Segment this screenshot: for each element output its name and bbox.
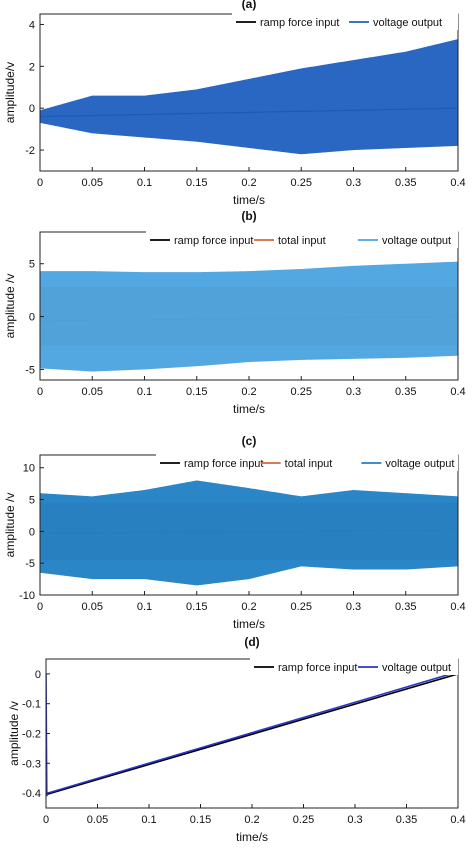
legend-box [146, 231, 458, 248]
y-tick-label: 0 [29, 526, 35, 538]
x-tick-label: 0 [37, 386, 43, 398]
y-tick-label: -2 [25, 145, 35, 157]
x-tick-label: 0.3 [346, 601, 361, 613]
chart-panel-1: (a) 0 0.05 0.1 0.15 0.2 0.25 0.3 0.35 0.4 -2 0 2 4 tim… [3, 0, 466, 207]
x-tick-label: 0.35 [396, 814, 417, 826]
x-tick-label: 0.4 [450, 177, 465, 189]
legend-label: voltage output [385, 458, 454, 470]
y-axis-label: amplitude /v [3, 493, 17, 558]
y-tick-label: 5 [29, 259, 35, 271]
y-tick-label: 2 [29, 61, 35, 73]
x-tick-label: 0.25 [291, 177, 312, 189]
y-tick-label: -0.4 [22, 788, 41, 800]
x-tick-label: 0.25 [293, 814, 314, 826]
x-axis-label: time/s [236, 830, 268, 844]
y-tick-label: 0 [29, 103, 35, 115]
x-tick-label: 0.35 [395, 177, 416, 189]
y-tick-label: -0.3 [22, 758, 41, 770]
series-3-line [40, 261, 458, 372]
x-tick-label: 0.1 [137, 386, 152, 398]
y-tick-label: -0.2 [22, 729, 41, 741]
y-tick-label: -5 [25, 364, 35, 376]
x-tick-label: 0.15 [186, 177, 207, 189]
legend-label: ramp force input [260, 17, 339, 29]
x-tick-label: 0.35 [395, 386, 416, 398]
x-tick-label: 0.2 [241, 177, 256, 189]
legend-box [232, 13, 458, 30]
legend: ramp force input total input voltage outpu… [156, 454, 458, 471]
x-tick-label: 0.4 [450, 601, 465, 613]
legend-label: total input [278, 235, 326, 247]
x-tick-label: 0.05 [87, 814, 108, 826]
y-tick-label: 0 [29, 312, 35, 324]
x-tick-label: 0.15 [190, 814, 211, 826]
legend-label: ramp force input [174, 235, 253, 247]
x-tick-label: 0.4 [450, 814, 465, 826]
x-tick-label: 0.3 [346, 386, 361, 398]
data-layer [40, 480, 458, 586]
y-tick-label: -10 [19, 590, 35, 602]
x-tick-label: 0.2 [241, 601, 256, 613]
data-layer [40, 39, 458, 155]
data-layer [46, 671, 458, 797]
legend-label: ramp force input [278, 662, 357, 674]
y-axis-label: amplitude/v [3, 62, 17, 123]
y-axis-label: amplitude /v [7, 701, 21, 766]
panel-title: (b) [241, 209, 256, 223]
x-tick-label: 0.1 [141, 814, 156, 826]
series-1-line [46, 673, 458, 796]
x-tick-label: 0 [37, 601, 43, 613]
x-tick-label: 0.15 [186, 386, 207, 398]
legend-label: voltage output [382, 662, 451, 674]
x-tick-label: 0.15 [186, 601, 207, 613]
y-axis-label: amplitude /v [3, 274, 17, 339]
x-tick-label: 0.2 [241, 386, 256, 398]
y-tick-label: 4 [29, 19, 35, 31]
x-axis-label: time/s [233, 193, 265, 207]
x-tick-label: 0.3 [347, 814, 362, 826]
legend-box [250, 658, 458, 675]
y-tick-label: 5 [29, 495, 35, 507]
x-tick-label: 0.25 [291, 601, 312, 613]
x-axis-label: time/s [233, 402, 265, 416]
x-tick-label: 0.05 [82, 601, 103, 613]
x-tick-label: 0.05 [82, 177, 103, 189]
panel-title: (c) [242, 434, 257, 448]
x-tick-label: 0.2 [244, 814, 259, 826]
y-tick-label: 0 [35, 669, 41, 681]
legend-label: ramp force input [184, 458, 263, 470]
legend-box [156, 454, 458, 471]
legend-label: total input [285, 458, 333, 470]
x-tick-label: 0.35 [395, 601, 416, 613]
series-3-line [40, 480, 458, 586]
x-tick-label: 0.4 [450, 386, 465, 398]
data-layer [40, 261, 458, 372]
x-axis-label: time/s [233, 617, 265, 631]
legend-label: voltage output [373, 17, 442, 29]
legend: ramp force input total input voltage outpu… [146, 231, 458, 248]
y-tick-label: -5 [25, 558, 35, 570]
chart-panel-2: (b)0 0.05 0.1 0.15 0.2 0.25 0.3 0.35 0.4-505time… [3, 209, 466, 416]
x-tick-label: 0.05 [82, 386, 103, 398]
y-tick-label: -0.1 [22, 699, 41, 711]
x-tick-label: 0 [37, 177, 43, 189]
x-tick-label: 0 [43, 814, 49, 826]
y-tick-label: 10 [23, 463, 35, 475]
x-tick-label: 0.25 [291, 386, 312, 398]
legend: ramp force input voltage output [232, 13, 458, 30]
x-tick-label: 0.3 [346, 177, 361, 189]
x-tick-label: 0.1 [137, 177, 152, 189]
series-2-line [40, 39, 458, 155]
chart-panel-3: (c) 0 0.05 0.1 0.15 0.2 0.25 0.3 0.35 0.4 -10 -5 0 5 1… [3, 434, 466, 631]
x-tick-label: 0.1 [137, 601, 152, 613]
chart-panel-4: (d) 0 0.05 0.1 0.15 0.2 0.25 0.3 0.35 0.4 -0.4 -0.3… [7, 635, 466, 844]
legend-label: voltage output [382, 235, 451, 247]
legend: ramp force input voltage output [250, 658, 458, 675]
panel-title: (a) [242, 0, 257, 11]
panel-title: (d) [244, 635, 259, 649]
